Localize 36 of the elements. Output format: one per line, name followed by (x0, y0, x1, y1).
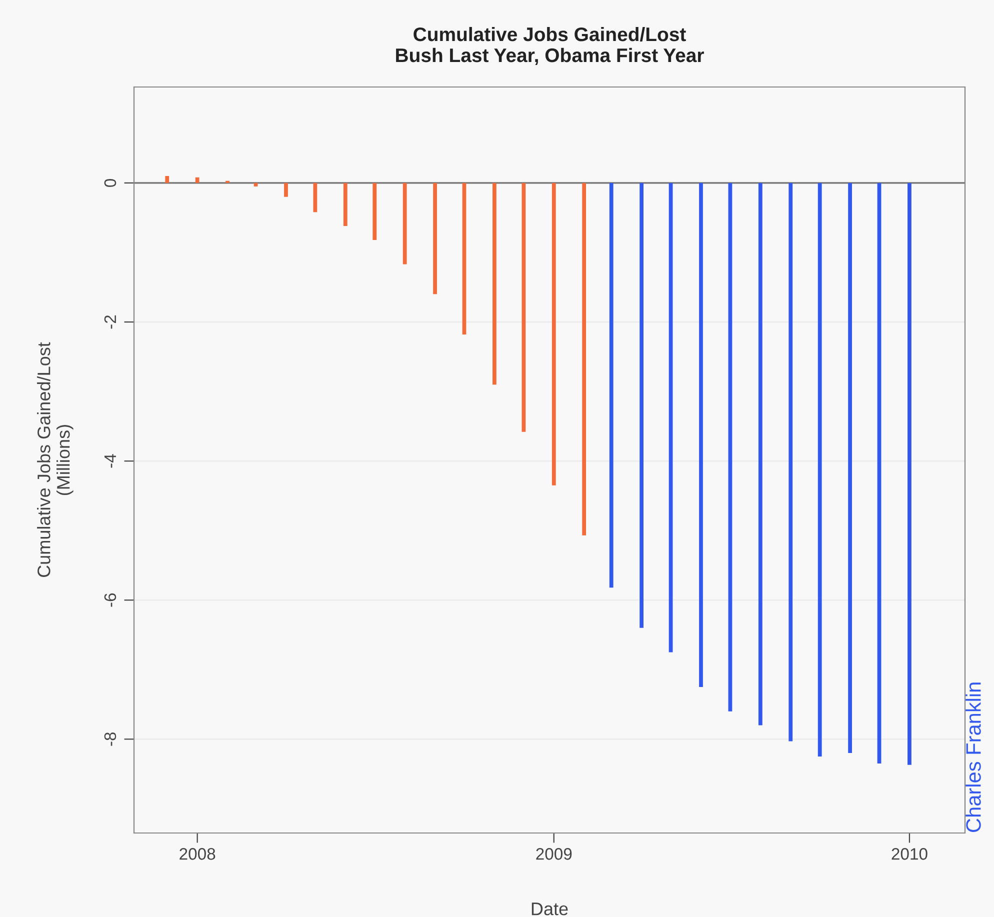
bar (758, 182, 762, 726)
bar (818, 182, 822, 757)
bar (728, 182, 732, 712)
y-axis-title: Cumulative Jobs Gained/Lost (Millions) (37, 342, 74, 577)
bar (165, 176, 170, 183)
bar (877, 182, 882, 764)
bar (848, 182, 852, 754)
text: Charles Franklin (966, 682, 981, 832)
y-tick-label: -4 (104, 454, 116, 468)
bar (402, 182, 407, 264)
bar (462, 182, 466, 335)
bar (609, 182, 614, 588)
x-tick-label: 2008 (180, 848, 216, 860)
y-tick-label: -2 (104, 315, 116, 329)
chart-title: Cumulative Jobs Gained/Lost Bush Last Year, Obama First Year (396, 26, 704, 66)
bar (908, 182, 912, 765)
bar (254, 182, 258, 186)
x-tick-label: 2010 (892, 848, 928, 860)
bar (699, 182, 703, 687)
y-tick-label: -8 (104, 732, 116, 746)
bar (552, 182, 556, 486)
bar (640, 182, 644, 628)
bar (788, 182, 793, 742)
bar (492, 182, 496, 385)
bar (195, 177, 200, 183)
bar (433, 182, 437, 294)
bar (284, 182, 288, 197)
y-tick-label: -6 (104, 593, 116, 607)
x-tick-label: 2009 (536, 848, 572, 860)
bar (522, 182, 526, 432)
y-tick-label: 0 (104, 178, 116, 187)
x-axis-title: Date (532, 902, 568, 916)
bar (668, 182, 673, 652)
bar (582, 182, 586, 536)
bar (343, 182, 348, 226)
bar (372, 182, 377, 240)
